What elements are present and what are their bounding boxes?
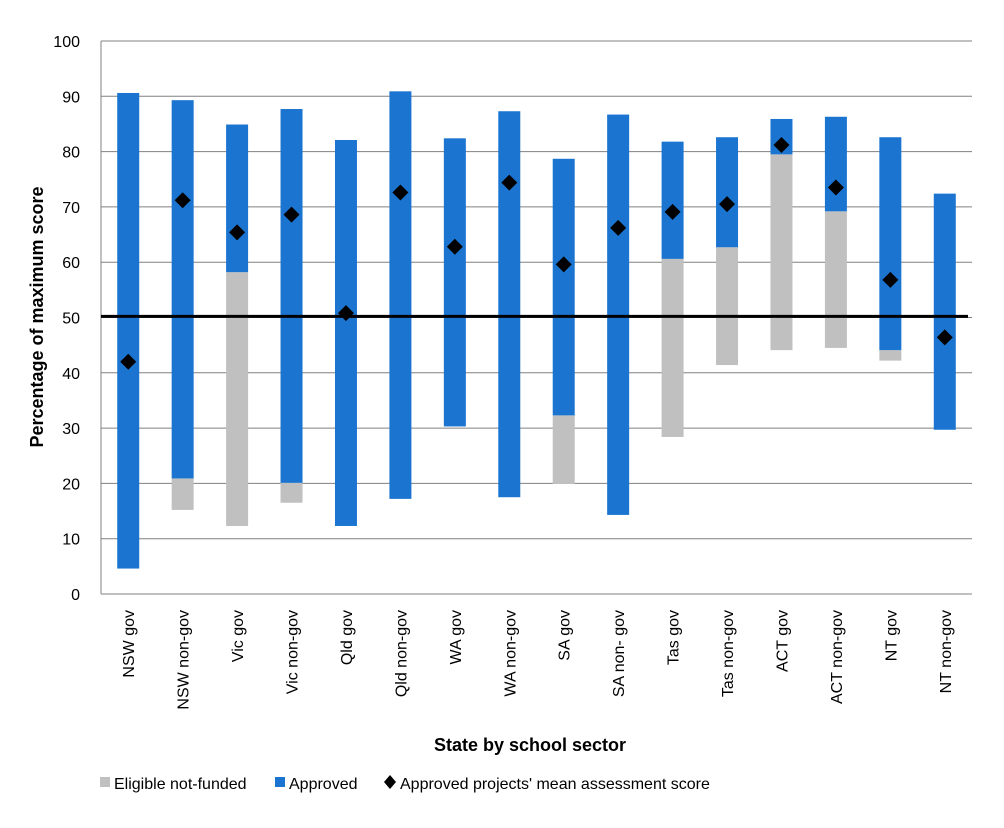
- bar-approved: [933, 193, 956, 430]
- bar-approved: [498, 111, 521, 498]
- x-tick-label: WA non-gov: [502, 610, 519, 697]
- mean-marker: [392, 184, 409, 201]
- bar-approved: [879, 137, 902, 351]
- bar-approved: [334, 139, 357, 526]
- mean-marker: [555, 256, 572, 273]
- legend-swatch-eligible: [100, 777, 110, 787]
- y-tick-label: 30: [62, 421, 80, 438]
- x-tick-label: Vic gov: [230, 610, 247, 662]
- bar-eligible-not-funded: [226, 272, 249, 526]
- x-tick-label: NSW gov: [121, 610, 138, 678]
- legend-marker-mean: [384, 775, 396, 789]
- y-tick-label: 100: [53, 34, 80, 51]
- bar-approved: [824, 116, 847, 212]
- mean-marker: [174, 192, 191, 209]
- bar-approved: [443, 138, 466, 427]
- y-tick-label: 70: [62, 200, 80, 217]
- mean-marker: [882, 271, 899, 288]
- bar-eligible-not-funded: [171, 478, 194, 510]
- mean-marker: [120, 353, 137, 370]
- mean-marker: [719, 196, 736, 213]
- x-tick-label: Tas gov: [666, 610, 683, 665]
- y-tick-label: 40: [62, 366, 80, 383]
- x-tick-label: ACT non-gov: [829, 610, 846, 704]
- mean-markers: [120, 136, 953, 370]
- x-tick-label: WA gov: [448, 610, 465, 665]
- y-tick-label: 0: [71, 587, 80, 604]
- bar-approved: [117, 92, 140, 569]
- x-tick-label: SA gov: [557, 610, 574, 661]
- x-axis-title: State by school sector: [434, 735, 626, 755]
- bar-eligible-not-funded: [661, 258, 684, 437]
- y-tick-label: 50: [62, 311, 80, 328]
- mean-marker: [827, 179, 844, 196]
- x-tick-label: NT gov: [883, 610, 900, 661]
- bar-eligible-not-funded: [552, 415, 575, 484]
- x-tick-labels: NSW gov NSW non-gov Vic gov Vic non-gov Qld …: [121, 610, 955, 710]
- bar-eligible-not-funded: [770, 154, 793, 351]
- x-tick-label: Vic non-gov: [285, 610, 302, 694]
- x-tick-label: NSW non-gov: [176, 610, 193, 710]
- y-tick-labels: 0 10 20 30 40 50 60 70 80 90 100: [53, 34, 80, 604]
- bar-approved: [661, 141, 684, 259]
- mean-marker: [501, 174, 518, 191]
- bar-approved: [171, 100, 194, 479]
- bar-approved: [607, 114, 630, 515]
- bar-eligible-not-funded: [716, 247, 739, 366]
- x-tick-label: SA non- gov: [611, 610, 628, 697]
- legend-swatch-approved: [275, 777, 285, 787]
- mean-marker: [664, 203, 681, 220]
- mean-marker: [283, 206, 300, 223]
- y-tick-label: 80: [62, 145, 80, 162]
- bar-approved: [226, 124, 249, 273]
- bar-eligible-not-funded: [824, 211, 847, 348]
- bar-approved: [716, 137, 739, 248]
- y-tick-label: 90: [62, 89, 80, 106]
- mean-marker: [610, 219, 627, 236]
- bar-approved: [389, 91, 412, 499]
- bar-approved: [552, 158, 575, 416]
- bar-eligible-not-funded: [879, 350, 902, 361]
- y-tick-label: 20: [62, 476, 80, 493]
- legend-label-approved: Approved: [289, 776, 358, 793]
- y-axis-title: Percentage of maximum score: [27, 186, 47, 447]
- x-tick-label: Qld gov: [339, 610, 356, 665]
- bar-approved: [280, 109, 303, 483]
- y-tick-label: 60: [62, 255, 80, 272]
- mean-marker: [936, 329, 953, 346]
- mean-marker: [229, 224, 246, 241]
- x-tick-label: Tas non-gov: [720, 610, 737, 697]
- bars: [117, 91, 956, 569]
- legend-label-mean: Approved projects' mean assessment score: [400, 776, 710, 793]
- bar-eligible-not-funded: [280, 482, 303, 503]
- legend: Eligible not-funded Approved Approved pr…: [100, 775, 710, 793]
- x-tick-label: Qld non-gov: [393, 610, 410, 697]
- mean-marker: [337, 305, 354, 322]
- x-tick-label: ACT gov: [774, 610, 791, 672]
- y-tick-label: 10: [62, 532, 80, 549]
- mean-marker: [446, 238, 463, 255]
- legend-label-eligible: Eligible not-funded: [114, 776, 247, 793]
- mean-marker: [773, 136, 790, 153]
- x-tick-label: NT non-gov: [938, 610, 955, 693]
